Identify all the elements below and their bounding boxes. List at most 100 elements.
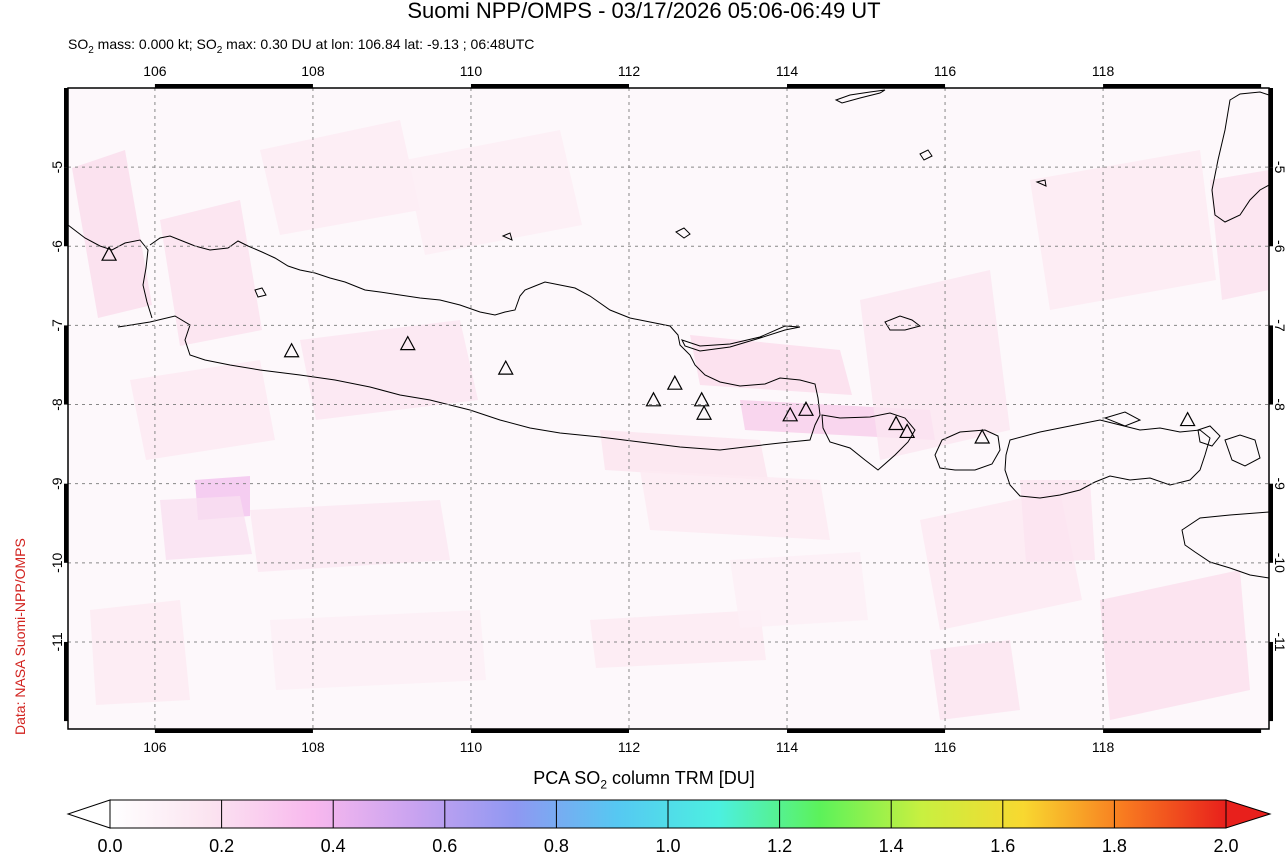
so2-mass-text: mass: 0.000 kt; SO bbox=[93, 36, 217, 52]
lon-tick-label-top: 108 bbox=[301, 63, 325, 79]
lon-tick-label-bottom: 108 bbox=[301, 739, 325, 755]
small-island bbox=[1224, 434, 1261, 467]
small-island bbox=[254, 287, 267, 298]
colorbar-tick-label: 0.4 bbox=[321, 836, 346, 855]
volcano-marker bbox=[974, 428, 991, 444]
coastline-layer bbox=[68, 89, 1269, 579]
so2-swath bbox=[72, 150, 152, 318]
colorbar-tick-label: 1.0 bbox=[655, 836, 680, 855]
so2-swath bbox=[1100, 570, 1250, 720]
volcano-layer bbox=[101, 245, 1196, 444]
so2-swath bbox=[640, 470, 830, 540]
so2-swath bbox=[90, 600, 190, 705]
so2-swath bbox=[930, 640, 1020, 720]
volcano-marker bbox=[1179, 411, 1196, 427]
map-title: Suomi NPP/OMPS - 03/17/2026 05:06-06:49 … bbox=[407, 0, 881, 23]
lon-tick-label-top: 116 bbox=[934, 63, 957, 79]
colorbar-tick-label: 1.6 bbox=[990, 836, 1015, 855]
so2-subscript-a: 2 bbox=[88, 44, 94, 56]
small-island bbox=[1197, 425, 1221, 447]
volcano-marker bbox=[899, 423, 916, 439]
frame-bar bbox=[1269, 88, 1273, 168]
frame-bar bbox=[64, 88, 68, 168]
lat-tick-label-left: -8 bbox=[49, 398, 65, 411]
lat-tick-label-left: -6 bbox=[49, 240, 65, 253]
frame-bar bbox=[1269, 641, 1273, 722]
lat-tick-label-left: -10 bbox=[49, 552, 65, 572]
lombok-coast bbox=[934, 429, 1001, 471]
so2-swath bbox=[690, 335, 852, 395]
lat-tick-label-right: -6 bbox=[1272, 240, 1288, 253]
small-island bbox=[919, 149, 933, 161]
bali-coast bbox=[821, 412, 916, 471]
grid-layer bbox=[68, 88, 1269, 729]
sumatra-coast bbox=[68, 224, 153, 319]
volcano-marker bbox=[782, 406, 799, 422]
lon-tick-label-bottom: 114 bbox=[776, 739, 799, 755]
frame-bar bbox=[154, 729, 313, 733]
frame-bar bbox=[1103, 729, 1262, 733]
frame-bar bbox=[787, 729, 946, 733]
frame-bar bbox=[64, 641, 68, 722]
frame-bar bbox=[470, 84, 629, 88]
so2-swath bbox=[130, 360, 275, 460]
java-coast bbox=[117, 235, 821, 451]
lat-tick-label-left: -5 bbox=[49, 161, 65, 174]
map-frame bbox=[67, 87, 1270, 730]
colorbar-high-arrow bbox=[1225, 799, 1272, 829]
so2-swath bbox=[1020, 480, 1095, 562]
so2-swath bbox=[300, 320, 478, 420]
volcano-marker bbox=[645, 391, 662, 407]
lon-tick-label-bottom: 112 bbox=[618, 739, 641, 755]
lon-axis-labels: 106 106 108 108 110 110 112 112 114 114 116 116 118 1… bbox=[143, 63, 1114, 755]
volcano-marker bbox=[283, 342, 300, 358]
frame-bar bbox=[1103, 84, 1262, 88]
lat-tick-label-right: -8 bbox=[1272, 398, 1288, 411]
frame-bar bbox=[1269, 483, 1273, 563]
so2-swath bbox=[270, 610, 486, 690]
so2-swath bbox=[160, 200, 262, 346]
colorbar-tick-label: 0.2 bbox=[209, 836, 234, 855]
lon-tick-label-bottom: 118 bbox=[1092, 739, 1115, 755]
lon-tick-label-top: 114 bbox=[776, 63, 799, 79]
so2-subscript-b: 2 bbox=[216, 44, 223, 56]
frame-bar bbox=[1269, 325, 1273, 405]
volcano-marker bbox=[666, 374, 683, 390]
colorbar: 0.0 0.2 0.4 0.6 0.8 1.0 1.2 1.4 1.6 1.8 2.0 bbox=[66, 799, 1272, 855]
small-island bbox=[501, 232, 513, 241]
sumba-coast bbox=[1181, 511, 1269, 579]
volcano-marker bbox=[888, 415, 905, 431]
small-island bbox=[1103, 411, 1142, 427]
frame-bar bbox=[64, 325, 68, 405]
frame-bar bbox=[154, 84, 313, 88]
volcano-marker bbox=[797, 401, 814, 416]
volcano-marker bbox=[399, 335, 416, 351]
frame-bars bbox=[64, 84, 1273, 733]
lat-tick-label-left: -7 bbox=[49, 319, 65, 332]
lat-tick-label-right: -7 bbox=[1272, 319, 1288, 332]
map-body: 106 106 108 108 110 110 112 112 114 114 116 116 118 1… bbox=[49, 63, 1288, 755]
bawean-island bbox=[675, 227, 691, 239]
so2-max-text: max: 0.30 DU at lon: 106.84 lat: -9.13 ;… bbox=[222, 36, 535, 52]
frame-bar bbox=[1269, 167, 1273, 247]
volcano-marker bbox=[497, 359, 514, 375]
small-island bbox=[1035, 179, 1047, 187]
so2-swath bbox=[405, 130, 582, 255]
madura-coast bbox=[681, 325, 801, 352]
small-island bbox=[884, 315, 922, 331]
colorbar-tick-label: 0.6 bbox=[432, 836, 457, 855]
colorbar-tick-label: 0.8 bbox=[544, 836, 569, 855]
so2-swath bbox=[260, 120, 420, 235]
colorbar-tick-label: 2.0 bbox=[1213, 836, 1238, 855]
volcano-marker bbox=[101, 245, 118, 261]
colorbar-tick-label: 0.0 bbox=[97, 836, 122, 855]
volcano-marker bbox=[693, 391, 710, 407]
so2-swath bbox=[160, 496, 252, 560]
frame-bar bbox=[787, 84, 946, 88]
lat-tick-label-left: -9 bbox=[49, 477, 65, 490]
colorbar-tick-label: 1.4 bbox=[879, 836, 904, 855]
so2-summary: SO2 mass: 0.000 kt; SO2 max: 0.30 DU at … bbox=[68, 36, 534, 56]
lon-tick-label-bottom: 110 bbox=[460, 739, 483, 755]
lon-tick-label-bottom: 116 bbox=[934, 739, 957, 755]
